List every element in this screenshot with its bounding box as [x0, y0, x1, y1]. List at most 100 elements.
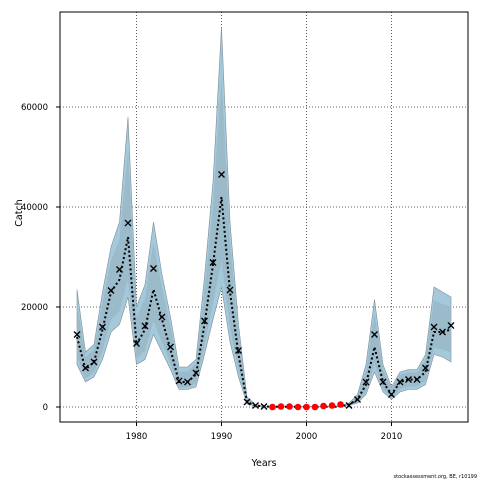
y-tick-label: 0 [43, 403, 48, 413]
x-marker [90, 358, 98, 366]
x-axis-label: Years [250, 458, 276, 469]
x-marker [99, 323, 106, 331]
x-marker-stroke [396, 378, 404, 386]
x-marker [201, 317, 208, 325]
source-note: stockassessment.org, BE, r10199 [393, 474, 477, 480]
red-dot-marker [277, 403, 285, 410]
x-marker-stroke [124, 219, 132, 227]
x-tick-label: 2000 [296, 432, 318, 442]
red-dot-marker [303, 403, 310, 411]
x-marker [388, 391, 395, 398]
x-marker [124, 219, 132, 227]
y-axis-label: Catch [14, 199, 25, 226]
x-marker-stroke [141, 322, 149, 330]
x-marker [379, 378, 387, 386]
x-marker [175, 377, 183, 385]
red-dot-marker [286, 403, 293, 410]
x-marker [260, 403, 268, 410]
x-marker-stroke [405, 376, 412, 383]
x-marker-stroke [175, 377, 183, 385]
x-marker-stroke [133, 340, 140, 347]
x-marker-stroke [99, 323, 106, 331]
red-dot-marker [311, 403, 319, 411]
x-marker-stroke [184, 378, 191, 386]
x-marker [396, 378, 404, 386]
x-marker-stroke [243, 398, 251, 406]
confidence-band-inner [77, 78, 451, 407]
x-marker [184, 378, 191, 386]
x-marker-stroke [116, 266, 123, 273]
x-marker-stroke [235, 347, 242, 354]
x-marker-stroke [379, 378, 387, 386]
x-marker-stroke [345, 402, 353, 409]
x-marker-stroke [447, 322, 455, 329]
x-marker [430, 323, 438, 331]
x-marker-stroke [167, 343, 174, 351]
confidence-band-area [76, 26, 452, 408]
x-marker-stroke [252, 402, 259, 409]
x-marker-stroke [362, 378, 370, 386]
x-marker [150, 265, 157, 272]
x-marker [235, 347, 242, 354]
x-marker [226, 286, 234, 294]
red-dot-marker [337, 401, 344, 408]
x-marker-stroke [218, 171, 225, 178]
x-marker [133, 340, 140, 347]
x-marker-stroke [82, 364, 89, 372]
x-tick-label: 1980 [126, 432, 148, 442]
x-marker [413, 376, 421, 383]
x-marker [345, 402, 353, 409]
y-tick-label: 40000 [21, 203, 48, 213]
x-marker-stroke [90, 358, 98, 366]
x-marker [209, 259, 217, 266]
x-marker-stroke [209, 259, 217, 266]
red-dot-marker [328, 402, 336, 409]
x-marker-stroke [439, 328, 446, 336]
x-marker [141, 322, 149, 330]
axes: 1980 1990 2000 2010 0 20000 40000 60000 [21, 11, 469, 442]
x-marker-stroke [371, 331, 378, 338]
x-marker [73, 331, 81, 338]
x-marker-stroke [192, 369, 200, 377]
x-marker-stroke [150, 265, 157, 272]
x-marker [362, 378, 370, 386]
x-tick-label: 2010 [381, 432, 403, 442]
x-marker [116, 266, 123, 273]
x-marker [252, 402, 259, 409]
x-marker-stroke [73, 331, 81, 338]
x-marker [439, 328, 446, 336]
x-marker [422, 364, 429, 372]
x-marker [107, 287, 115, 294]
x-marker [218, 171, 225, 178]
x-marker [243, 398, 251, 406]
x-marker-stroke [430, 323, 438, 331]
red-dot-marker [320, 402, 327, 410]
x-marker [82, 364, 89, 372]
x-marker [158, 313, 166, 321]
x-marker [167, 343, 174, 351]
x-marker-stroke [158, 313, 166, 321]
x-marker-stroke [413, 376, 421, 383]
x-marker-stroke [201, 317, 208, 325]
x-marker-stroke [260, 403, 268, 410]
red-dot-marker [269, 403, 276, 411]
y-tick-label: 20000 [21, 303, 48, 313]
markers [73, 171, 455, 411]
red-dot-marker [294, 403, 302, 411]
x-marker-stroke [388, 391, 395, 398]
confidence-band [76, 26, 452, 408]
x-marker-stroke [422, 364, 429, 372]
x-tick-label: 1990 [211, 432, 233, 442]
y-tick-label: 60000 [21, 103, 48, 113]
x-marker [354, 396, 361, 403]
plot-frame [59, 11, 469, 423]
x-marker [447, 322, 455, 329]
x-marker-stroke [226, 286, 234, 294]
x-marker [405, 376, 412, 383]
x-marker [192, 369, 200, 377]
x-marker-stroke [107, 287, 115, 294]
x-marker [371, 331, 378, 338]
